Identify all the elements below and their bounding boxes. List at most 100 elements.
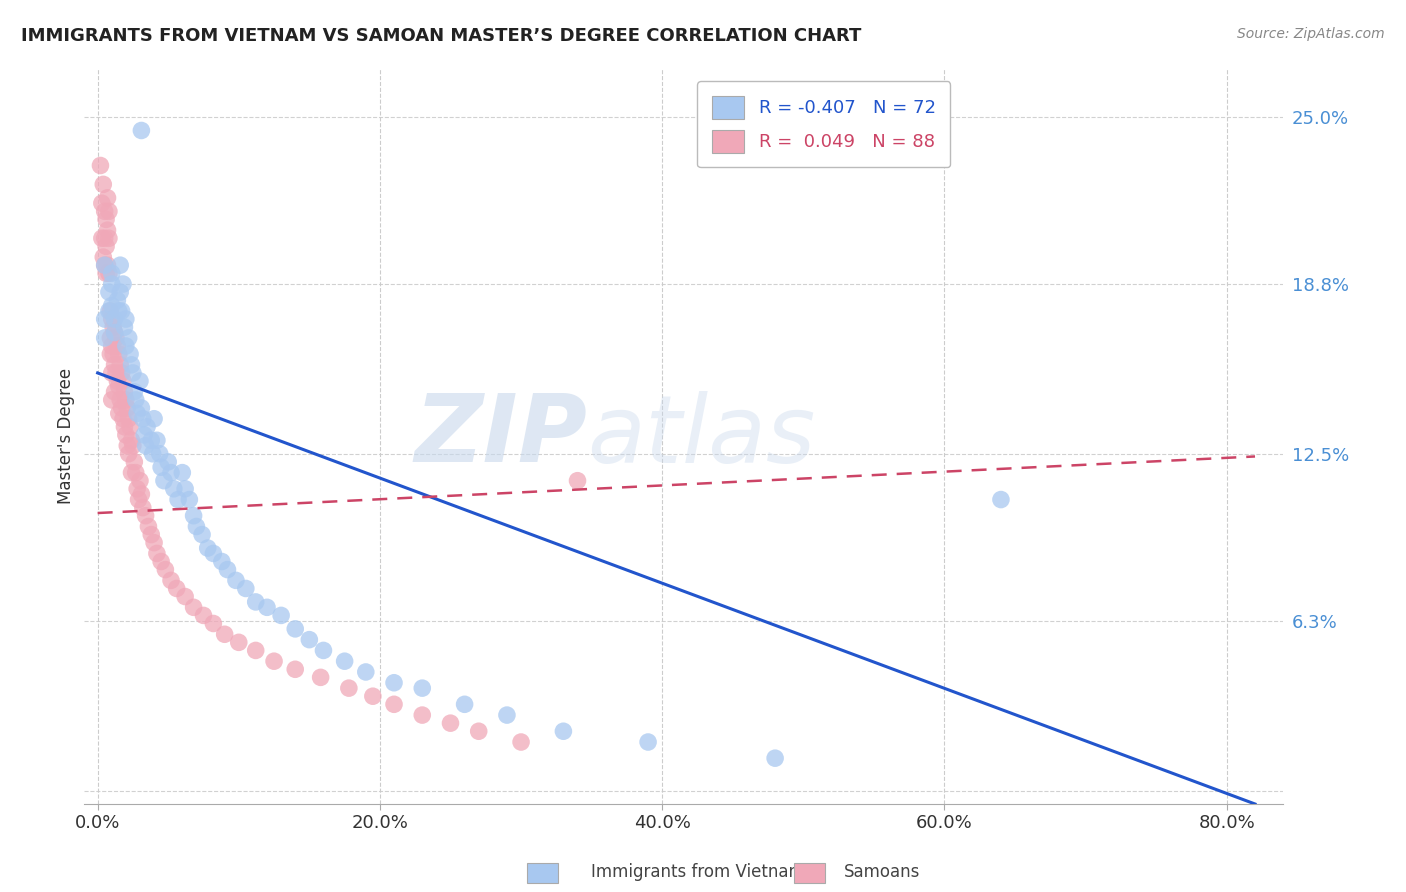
Legend: R = -0.407   N = 72, R =  0.049   N = 88: R = -0.407 N = 72, R = 0.049 N = 88 xyxy=(697,81,950,168)
Point xyxy=(94,212,117,227)
Point xyxy=(155,563,177,577)
Point xyxy=(179,492,201,507)
Point xyxy=(136,420,159,434)
Point xyxy=(146,546,169,560)
Point xyxy=(143,411,166,425)
Point xyxy=(245,643,267,657)
Point xyxy=(114,320,136,334)
Point xyxy=(93,331,115,345)
Text: Immigrants from Vietnam: Immigrants from Vietnam xyxy=(591,863,804,881)
Point xyxy=(96,258,118,272)
Point xyxy=(97,266,120,280)
Point xyxy=(100,299,122,313)
Point xyxy=(112,374,135,388)
Point xyxy=(118,447,141,461)
Point xyxy=(111,366,134,380)
Point xyxy=(117,401,139,415)
Point xyxy=(411,708,433,723)
Point xyxy=(94,239,117,253)
Point xyxy=(120,347,142,361)
Point xyxy=(100,339,122,353)
Point xyxy=(174,482,197,496)
Point xyxy=(157,455,180,469)
Point xyxy=(90,196,112,211)
Point xyxy=(172,466,194,480)
Point xyxy=(121,358,143,372)
Point xyxy=(337,681,360,695)
Point xyxy=(114,420,136,434)
Point xyxy=(167,492,190,507)
Point xyxy=(121,434,143,448)
Point xyxy=(93,258,115,272)
Point xyxy=(124,384,146,399)
Point xyxy=(141,434,163,448)
Text: atlas: atlas xyxy=(588,391,815,482)
Point xyxy=(96,223,118,237)
Point xyxy=(90,231,112,245)
Point xyxy=(112,277,135,291)
Point xyxy=(103,312,125,326)
Point xyxy=(263,654,285,668)
Point xyxy=(354,665,377,679)
Point xyxy=(467,724,489,739)
Point xyxy=(91,178,114,192)
Text: IMMIGRANTS FROM VIETNAM VS SAMOAN MASTER’S DEGREE CORRELATION CHART: IMMIGRANTS FROM VIETNAM VS SAMOAN MASTER… xyxy=(21,27,862,45)
Text: Samoans: Samoans xyxy=(844,863,920,881)
Point xyxy=(97,204,120,219)
Point xyxy=(98,304,121,318)
Point xyxy=(284,622,307,636)
Point xyxy=(138,519,160,533)
Point xyxy=(112,411,135,425)
Point xyxy=(160,466,183,480)
Point xyxy=(100,277,122,291)
Point xyxy=(108,285,131,299)
Point xyxy=(93,204,115,219)
Point xyxy=(111,401,134,415)
Point xyxy=(228,635,250,649)
Point xyxy=(245,595,267,609)
Point xyxy=(567,474,589,488)
Point xyxy=(108,358,131,372)
Point xyxy=(107,379,129,393)
Point xyxy=(122,439,145,453)
Point xyxy=(202,546,225,560)
Point xyxy=(225,574,247,588)
Point xyxy=(131,487,153,501)
Point xyxy=(150,555,173,569)
Point xyxy=(120,420,142,434)
Point xyxy=(124,455,146,469)
Point xyxy=(202,616,225,631)
Point xyxy=(121,466,143,480)
Point xyxy=(166,582,188,596)
Point xyxy=(763,751,786,765)
Point xyxy=(270,608,292,623)
Point xyxy=(93,258,115,272)
Point xyxy=(101,320,124,334)
Point xyxy=(183,508,205,523)
Point xyxy=(141,527,163,541)
Point xyxy=(214,627,236,641)
Point xyxy=(105,374,128,388)
Point xyxy=(510,735,533,749)
Point xyxy=(132,500,155,515)
Point xyxy=(256,600,278,615)
Point xyxy=(107,347,129,361)
Point xyxy=(98,331,121,345)
Point xyxy=(97,231,120,245)
Point xyxy=(496,708,519,723)
Point xyxy=(115,392,138,407)
Point xyxy=(115,339,138,353)
Point xyxy=(309,670,332,684)
Point xyxy=(174,590,197,604)
Point xyxy=(103,384,125,399)
Point xyxy=(411,681,433,695)
Point xyxy=(107,406,129,420)
Point xyxy=(114,384,136,399)
Point xyxy=(107,304,129,318)
Point xyxy=(115,312,138,326)
Point xyxy=(135,439,157,453)
Point xyxy=(129,374,152,388)
Point xyxy=(108,258,131,272)
Point xyxy=(125,466,148,480)
Point xyxy=(104,331,127,345)
